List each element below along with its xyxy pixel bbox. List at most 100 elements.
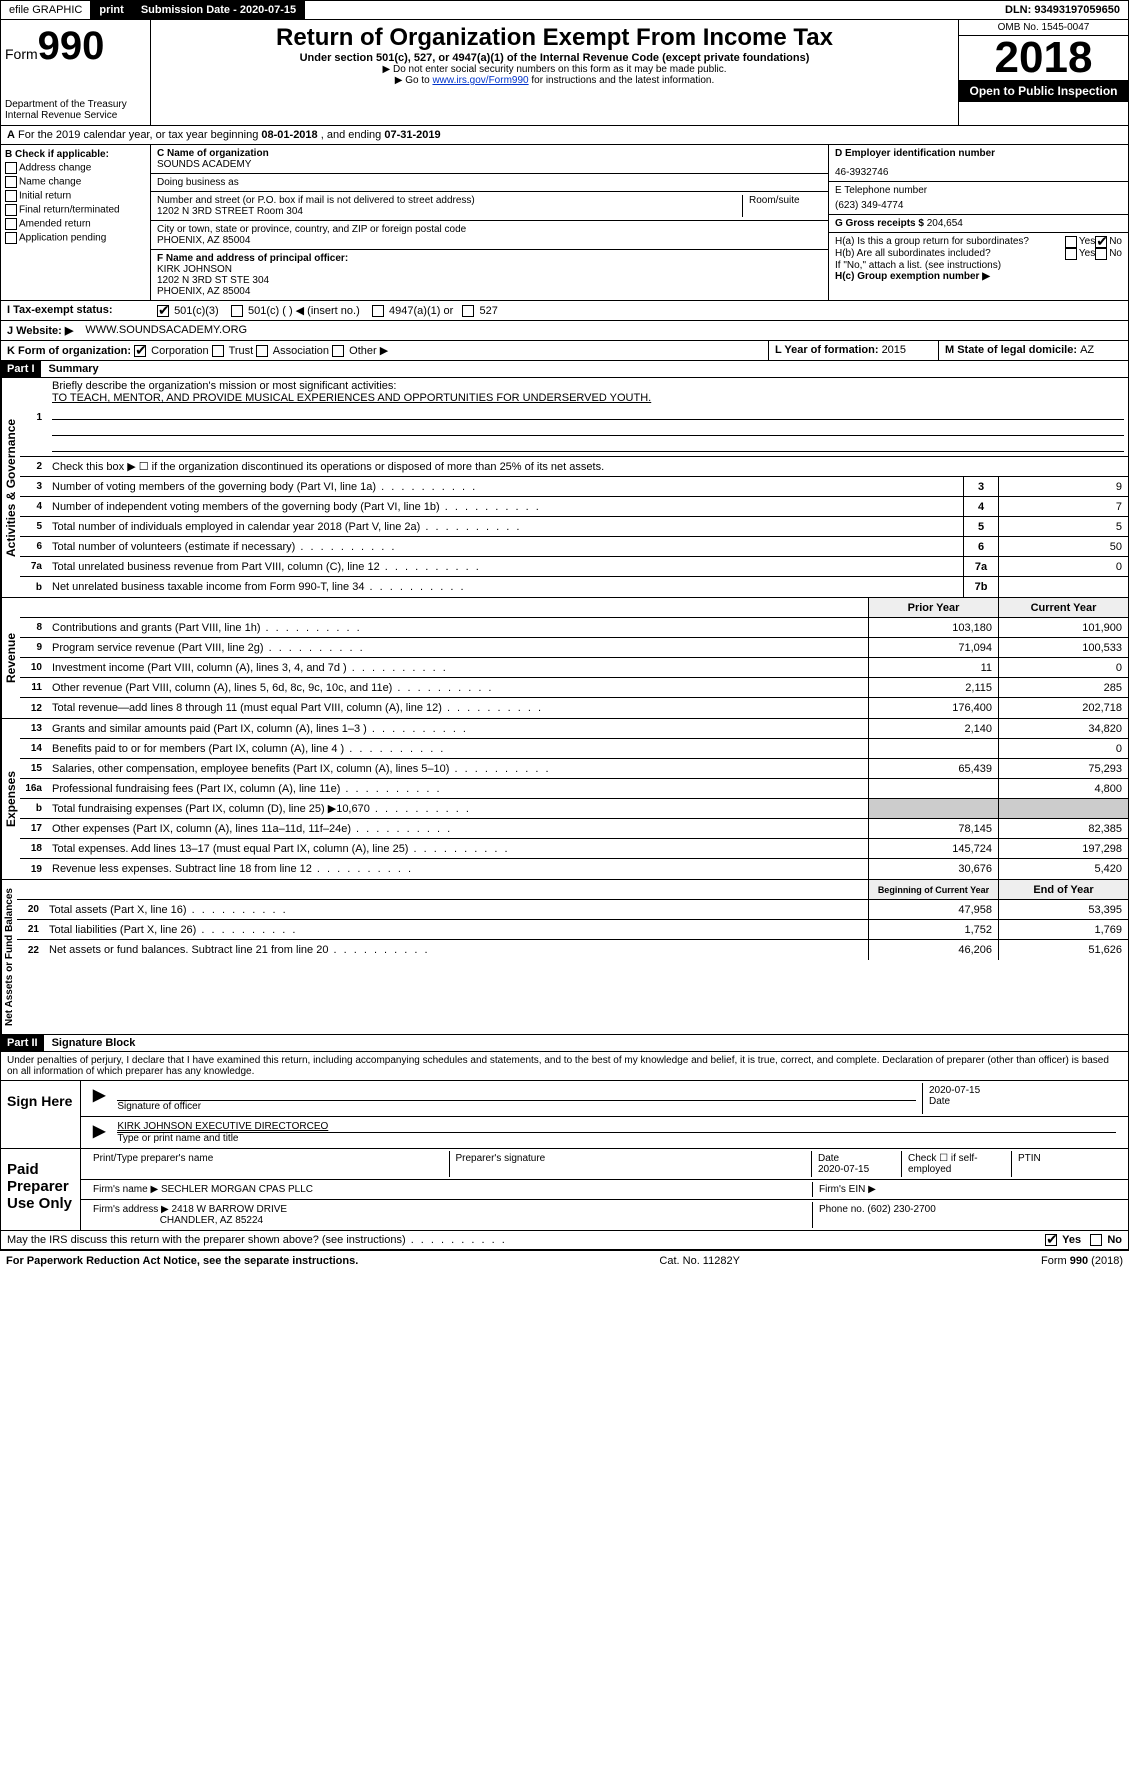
table-row: 8 Contributions and grants (Part VIII, l… <box>20 618 1128 638</box>
ha-no: No <box>1109 236 1122 248</box>
prior-value: 71,094 <box>868 638 998 657</box>
prior-value: 46,206 <box>868 940 998 960</box>
exp-vlabel: Expenses <box>1 719 20 879</box>
paid-label: Paid Preparer Use Only <box>1 1149 81 1230</box>
gov-row: b Net unrelated business taxable income … <box>20 577 1128 597</box>
m-label: M State of legal domicile: <box>945 344 1080 356</box>
open-public-badge: Open to Public Inspection <box>959 80 1128 102</box>
city-value: PHOENIX, AZ 85004 <box>157 235 822 246</box>
cb-501c[interactable] <box>231 305 243 317</box>
prep-date-hdr: Date <box>818 1153 839 1164</box>
current-value <box>998 799 1128 818</box>
print-button[interactable]: print <box>91 1 132 19</box>
footer-mid: Cat. No. 11282Y <box>659 1255 740 1267</box>
table-row: 17 Other expenses (Part IX, column (A), … <box>20 819 1128 839</box>
firm-addr2: CHANDLER, AZ 85224 <box>160 1215 263 1226</box>
table-row: 16a Professional fundraising fees (Part … <box>20 779 1128 799</box>
table-row: 10 Investment income (Part VIII, column … <box>20 658 1128 678</box>
opt-trust: Trust <box>229 345 254 357</box>
prep-name-hdr: Print/Type preparer's name <box>87 1151 450 1177</box>
preparer-block: Paid Preparer Use Only Print/Type prepar… <box>0 1149 1129 1231</box>
firm-name: SECHLER MORGAN CPAS PLLC <box>161 1184 313 1195</box>
line-num: 12 <box>20 703 48 714</box>
opt-assoc: Association <box>273 345 329 357</box>
current-value: 75,293 <box>998 759 1128 778</box>
line-text: Net assets or fund balances. Subtract li… <box>45 942 868 958</box>
cb-4947[interactable] <box>372 305 384 317</box>
line-num: 21 <box>17 924 45 935</box>
ha-yes-cb[interactable] <box>1065 236 1077 248</box>
cb-final-return[interactable]: Final return/terminated <box>5 204 146 216</box>
goto-prefix: ▶ Go to <box>395 75 433 86</box>
prior-value: 47,958 <box>868 900 998 919</box>
discuss-no-cb[interactable] <box>1090 1234 1102 1246</box>
cb-527[interactable] <box>462 305 474 317</box>
street-address: 1202 N 3RD STREET Room 304 <box>157 206 742 217</box>
sig-date: 2020-07-15 <box>929 1085 1116 1096</box>
line-box: 5 <box>963 517 998 536</box>
hdr-current: Current Year <box>998 598 1128 617</box>
page-footer: For Paperwork Reduction Act Notice, see … <box>0 1250 1129 1271</box>
check-column-b: B Check if applicable: Address change Na… <box>1 145 151 300</box>
line-text: Revenue less expenses. Subtract line 18 … <box>48 861 868 877</box>
line-num: 13 <box>20 723 48 734</box>
line-num: 4 <box>20 501 48 512</box>
line-text: Total unrelated business revenue from Pa… <box>48 559 963 575</box>
line-text: Professional fundraising fees (Part IX, … <box>48 781 868 797</box>
arrow-icon: ▶ <box>87 1083 111 1114</box>
table-row: 15 Salaries, other compensation, employe… <box>20 759 1128 779</box>
current-value: 4,800 <box>998 779 1128 798</box>
check-b-header: B Check if applicable: <box>5 149 146 160</box>
k-label: K Form of organization: <box>7 345 131 357</box>
ha-label: H(a) Is this a group return for subordin… <box>835 236 1065 248</box>
part1-header: Part I Summary <box>0 361 1129 378</box>
line-box: 7a <box>963 557 998 576</box>
line-text: Number of independent voting members of … <box>48 499 963 515</box>
gov-row: 3 Number of voting members of the govern… <box>20 477 1128 497</box>
cb-name-change[interactable]: Name change <box>5 176 146 188</box>
cb-application-pending[interactable]: Application pending <box>5 232 146 244</box>
cb-assoc[interactable] <box>256 345 268 357</box>
hdr-end: End of Year <box>998 880 1128 899</box>
prior-value: 78,145 <box>868 819 998 838</box>
j-label: J Website: ▶ <box>1 321 79 340</box>
hb-label: H(b) Are all subordinates included? <box>835 248 1065 260</box>
line-num: 14 <box>20 743 48 754</box>
line-box: 4 <box>963 497 998 516</box>
firm-label: Firm's name ▶ <box>93 1184 158 1195</box>
phone-value: (623) 349-4774 <box>835 200 1122 211</box>
opt-501c: 501(c) ( ) ◀ (insert no.) <box>248 305 360 317</box>
cb-amended-return[interactable]: Amended return <box>5 218 146 230</box>
top-bar: efile GRAPHIC print Submission Date - 20… <box>0 0 1129 20</box>
submission-date-button[interactable]: Submission Date - 2020-07-15 <box>133 1 305 19</box>
revenue-section: Revenue Prior Year Current Year 8 Contri… <box>0 598 1129 719</box>
hb-yes-cb[interactable] <box>1065 248 1077 260</box>
line-num: 6 <box>20 541 48 552</box>
phone-label: E Telephone number <box>835 185 1122 196</box>
prior-value: 65,439 <box>868 759 998 778</box>
prior-value: 1,752 <box>868 920 998 939</box>
cb-other[interactable] <box>332 345 344 357</box>
cb-trust[interactable] <box>212 345 224 357</box>
cb-address-change[interactable]: Address change <box>5 162 146 174</box>
line-value: 0 <box>998 557 1128 576</box>
l-label: L Year of formation: <box>775 344 882 356</box>
ha-no-cb[interactable] <box>1095 236 1107 248</box>
cb-corp[interactable] <box>134 345 146 357</box>
subtitle-3: ▶ Go to www.irs.gov/Form990 for instruct… <box>159 75 950 86</box>
ein-label: D Employer identification number <box>835 148 1122 159</box>
discuss-yes-cb[interactable] <box>1045 1234 1057 1246</box>
rev-vlabel: Revenue <box>1 598 20 718</box>
line-value: 5 <box>998 517 1128 536</box>
irs-link[interactable]: www.irs.gov/Form990 <box>432 75 528 86</box>
netassets-section: Net Assets or Fund Balances Beginning of… <box>0 880 1129 1035</box>
cb-501c3[interactable] <box>157 305 169 317</box>
current-value: 285 <box>998 678 1128 697</box>
cb-initial-return[interactable]: Initial return <box>5 190 146 202</box>
arrow-icon: ▶ <box>87 1119 111 1146</box>
hb-no-cb[interactable] <box>1095 248 1107 260</box>
gov-row: 6 Total number of volunteers (estimate i… <box>20 537 1128 557</box>
prep-date-val: 2020-07-15 <box>818 1164 869 1175</box>
line-value: 7 <box>998 497 1128 516</box>
line-value: 50 <box>998 537 1128 556</box>
